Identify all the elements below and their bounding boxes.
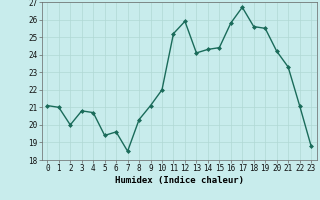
X-axis label: Humidex (Indice chaleur): Humidex (Indice chaleur) [115,176,244,185]
